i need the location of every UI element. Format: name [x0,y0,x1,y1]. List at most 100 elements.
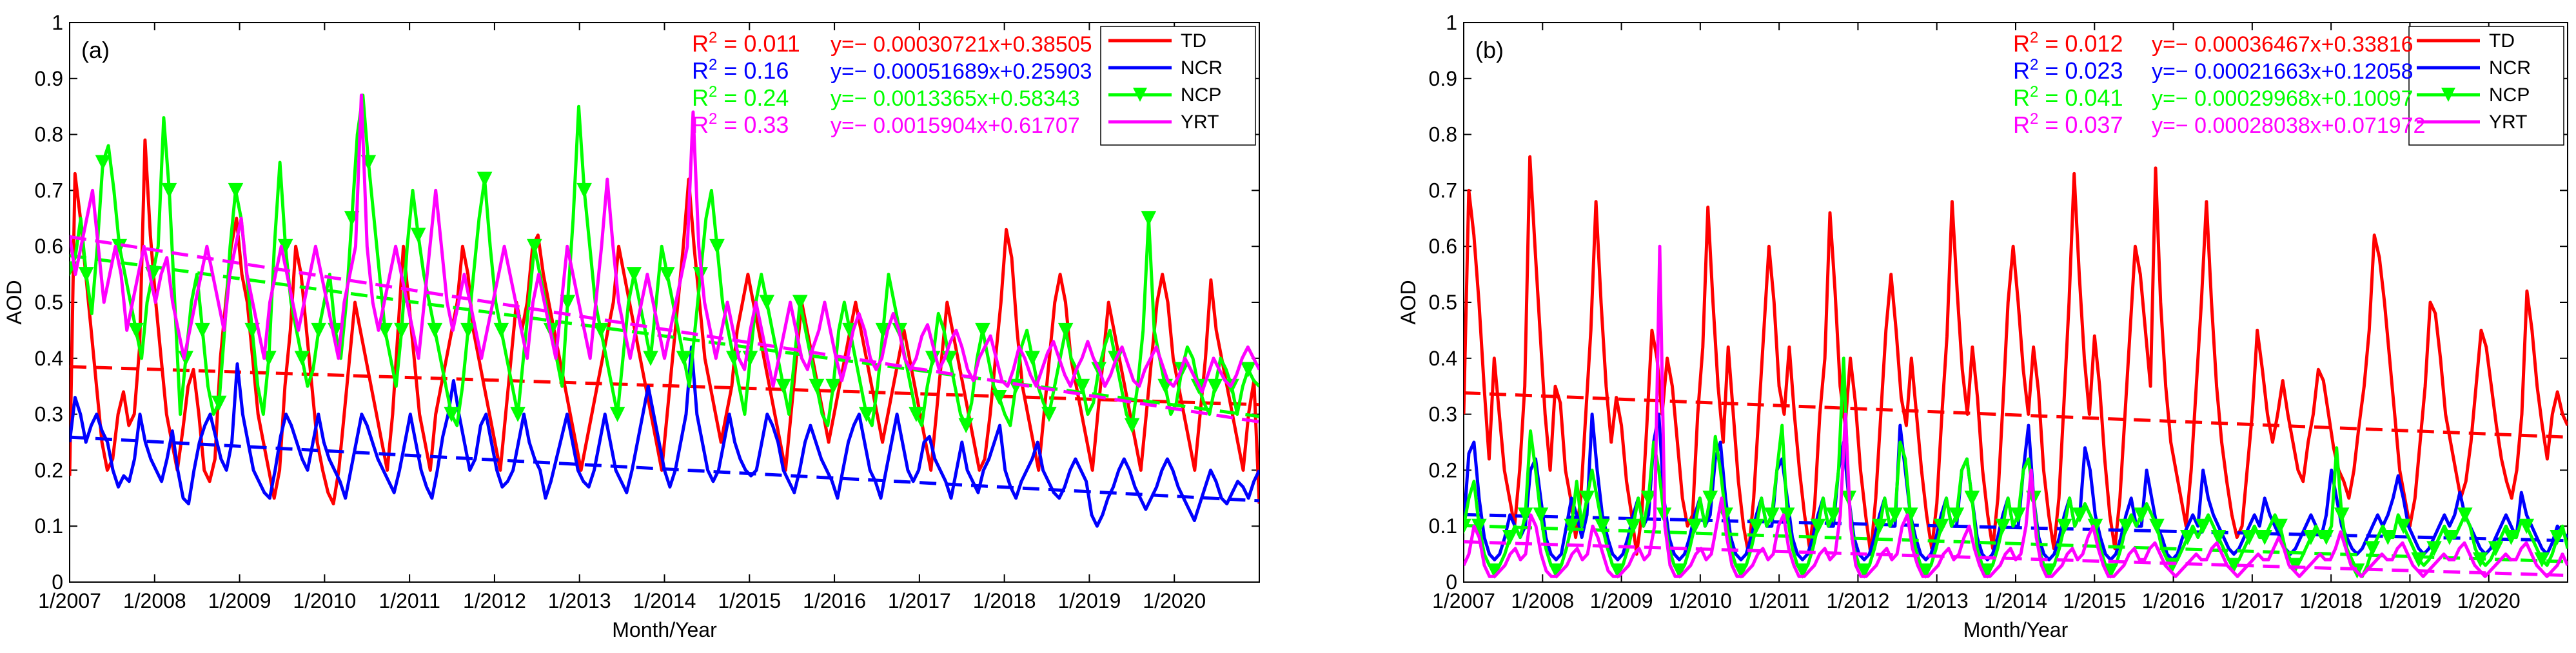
x-tick-label: 1/2020 [1143,589,1206,612]
series-marker-ncp [1564,518,1580,534]
series-marker-ncp [2241,530,2257,545]
series-marker-ncp [427,322,443,338]
series-marker-ncp [1687,518,1703,534]
series-marker-ncp [1671,563,1687,579]
series-marker-ncp [2288,558,2303,574]
x-tick-label: 1/2009 [1590,589,1653,612]
equation-annotation: y=− 0.00051689x+0.25903 [831,59,1092,84]
panel-label: (a) [81,37,110,63]
series-marker-ncp [809,378,825,395]
series-marker-ncp [2426,541,2442,557]
series-marker-ncp [2011,507,2026,523]
x-tick-label: 1/2011 [1748,589,1810,612]
series-marker-ncp [1825,507,1842,523]
x-tick-label: 1/2019 [1057,589,1121,612]
series-marker-ncp [1918,563,1934,579]
legend-box [1100,26,1256,146]
x-tick-label: 1/2008 [1511,589,1574,612]
panel-label: (b) [1475,37,1504,63]
series-marker-ncp [2334,507,2350,523]
series-marker-ncp [560,295,576,311]
series-marker-ncp [1702,491,1718,506]
series-marker-ncp [2072,507,2088,523]
x-tick-label: 1/2012 [1826,589,1889,612]
r2-annotation: R2 = 0.023 [2013,56,2123,84]
y-tick-label: 0.7 [1429,179,1457,202]
legend-label: YRT [1181,112,1219,133]
series-marker-ncp [161,182,177,199]
x-axis-label: Month/Year [1963,618,2069,641]
y-tick-label: 0.3 [35,403,63,426]
series-marker-ncp [1241,362,1256,378]
r2-annotation: R2 = 0.041 [2013,83,2123,111]
x-axis-label: Month/Year [612,618,717,641]
series-marker-ncp [1733,563,1749,579]
series-marker-ncp [1640,491,1657,506]
series-marker-ncp [460,322,476,338]
y-tick-label: 0.5 [35,291,63,314]
equation-annotation: y=− 0.00021663x+0.12058 [2152,59,2414,84]
series-marker-ncp [576,182,592,199]
series-marker-ncp [1041,407,1057,422]
series-marker-ncp [2503,530,2519,545]
chart-panel-b: 0 0.1 0.2 0.3 0.4 0.5 0.6 0.7 0.8 0.9 1 1/2007 1/200… [1397,11,2568,641]
x-tick-label: 1/2017 [2221,589,2284,612]
x-tick-label: 1/2009 [208,589,271,612]
series-marker-ncp [643,351,658,366]
y-tick-label: 0.5 [1429,291,1457,314]
chart-panel-a: 0 0.1 0.2 0.3 0.4 0.5 0.6 0.7 0.8 0.9 1 1/2007 1/200… [3,11,1260,641]
series-marker-ncp [1074,378,1090,395]
legend-label: TD [2489,30,2515,52]
trend-line-yrt [1464,540,2568,578]
series-marker-ncp [377,322,393,338]
r2-annotation: R2 = 0.011 [692,29,800,57]
series-marker-ncp [2472,552,2488,568]
legend-label: NCR [1181,57,1223,79]
y-tick-label: 1 [1446,11,1457,34]
series-marker-ncp [2257,530,2273,545]
series-marker-ncp [759,295,775,311]
trend-line-ncr [1464,512,2568,543]
x-tick-label: 1/2016 [803,589,866,612]
y-axis-label: AOD [3,280,26,324]
series-marker-ncp [1949,507,1965,523]
series-marker-ncp [1995,518,2011,534]
y-tick-label: 0.9 [35,67,63,90]
series-marker-ncp [825,378,841,395]
series-marker-ncp [676,351,692,366]
series-line-ncp [70,93,1259,427]
x-tick-label: 1/2019 [2378,589,2441,612]
series-marker-ncp [128,322,144,338]
y-tick-label: 0.3 [1429,403,1457,426]
x-tick-label: 1/2016 [2142,589,2205,612]
series-marker-ncp [1057,322,1074,338]
equation-annotation: y=− 0.00036467x+0.33816 [2152,32,2414,57]
series-marker-ncp [444,407,459,422]
series-marker-ncp [2210,530,2227,545]
series-marker-ncp [2149,518,2165,534]
series-marker-ncp [1579,491,1595,506]
trend-line-yrt [70,235,1259,424]
legend-label: YRT [2489,112,2527,133]
y-tick-label: 0.6 [1429,235,1457,258]
series-marker-ncp [709,239,725,255]
series-marker-ncp [2318,530,2334,545]
y-tick-label: 0.4 [1429,347,1457,370]
series-line-td [70,138,1259,505]
x-tick-label: 1/2017 [888,589,951,612]
r2-annotation: R2 = 0.33 [692,110,789,138]
series-marker-ncp [1517,507,1533,523]
series-marker-ncp [2056,518,2072,534]
series-marker-ncp [991,390,1007,405]
series-line-yrt [70,93,1259,394]
x-tick-label: 1/2015 [2063,589,2126,612]
y-tick-label: 0.8 [1429,123,1457,146]
r2-annotation: R2 = 0.012 [2013,29,2123,57]
equation-annotation: y=− 0.0015904x+0.61707 [831,113,1080,138]
r2-annotation: R2 = 0.24 [692,83,789,111]
series-marker-ncp [2134,507,2149,523]
series-marker-ncp [1764,507,1780,523]
x-tick-label: 1/2018 [2299,589,2363,612]
series-marker-ncp [2534,552,2550,568]
